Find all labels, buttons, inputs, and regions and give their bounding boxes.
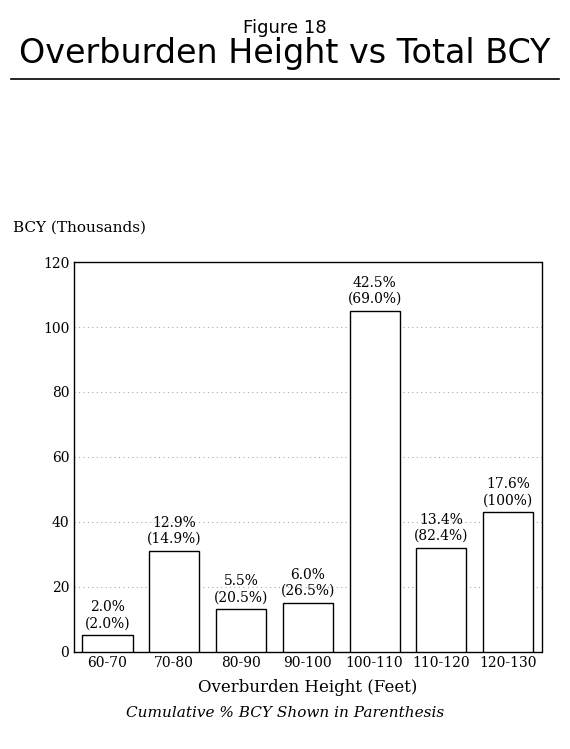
Bar	[216, 610, 266, 652]
Text: 5.5%
(20.5%): 5.5% (20.5%)	[214, 574, 268, 604]
Text: 12.9%
(14.9%): 12.9% (14.9%)	[147, 516, 202, 546]
Bar	[483, 512, 533, 652]
Text: 17.6%
(100%): 17.6% (100%)	[483, 477, 534, 507]
Text: Overburden Height vs Total BCY: Overburden Height vs Total BCY	[19, 37, 551, 70]
Text: Cumulative % BCY Shown in Parenthesis: Cumulative % BCY Shown in Parenthesis	[126, 706, 444, 720]
Bar	[83, 635, 132, 652]
Text: 13.4%
(82.4%): 13.4% (82.4%)	[414, 513, 469, 543]
Text: Figure 18: Figure 18	[243, 19, 327, 37]
Text: BCY (Thousands): BCY (Thousands)	[13, 221, 146, 235]
Text: 42.5%
(69.0%): 42.5% (69.0%)	[347, 276, 402, 306]
Text: 2.0%
(2.0%): 2.0% (2.0%)	[85, 601, 131, 631]
Text: 6.0%
(26.5%): 6.0% (26.5%)	[280, 568, 335, 598]
X-axis label: Overburden Height (Feet): Overburden Height (Feet)	[198, 679, 417, 696]
Bar	[349, 311, 400, 652]
Bar	[283, 603, 333, 652]
Bar	[416, 548, 466, 652]
Bar	[149, 551, 200, 652]
